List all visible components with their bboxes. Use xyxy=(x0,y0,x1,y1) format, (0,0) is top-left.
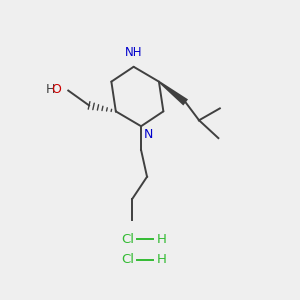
Text: H: H xyxy=(46,83,55,96)
Text: N: N xyxy=(144,128,153,141)
Text: Cl: Cl xyxy=(121,233,134,246)
Text: H: H xyxy=(157,233,167,246)
Text: Cl: Cl xyxy=(121,254,134,266)
Text: O: O xyxy=(51,83,61,96)
Text: NH: NH xyxy=(125,46,142,59)
Text: H: H xyxy=(157,254,167,266)
Polygon shape xyxy=(158,81,188,106)
